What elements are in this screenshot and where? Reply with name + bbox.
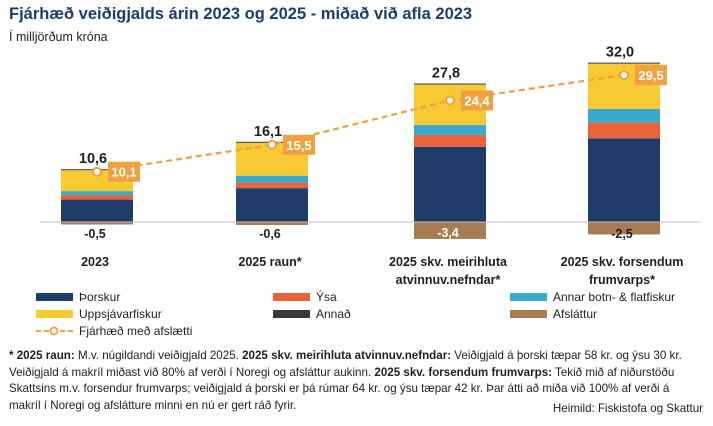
discount-label-1: -0,5 (84, 227, 106, 241)
legend-label-annar_botn: Annar botn- & flatfiskur (553, 290, 675, 304)
legend-swatch-line-marker (49, 326, 59, 336)
bar-afslattur-1 (61, 222, 133, 225)
legend-swatch-uppsjavar (36, 310, 73, 318)
category-label-4-line-2: frumvarps* (589, 273, 655, 287)
bar-annad-3 (414, 83, 486, 85)
total-label-4: 32,0 (606, 45, 634, 61)
line-label-2: 15,5 (286, 138, 311, 153)
line-point-2 (267, 139, 277, 150)
line-point-4 (619, 70, 629, 81)
line-layer (92, 70, 629, 177)
line-label-box-1 (108, 161, 140, 182)
bar-annar_botn-4 (588, 108, 660, 123)
line-series-fjarhaed (96, 74, 625, 173)
legend: Þorskur Ýsa Annar botn- & flatfiskur Uppsjá… (36, 289, 675, 338)
bar-ysa-1 (61, 195, 133, 200)
line-point-3 (445, 95, 455, 106)
legend-label-afslattur: Afsláttur (553, 307, 597, 321)
line-point-1 (92, 166, 102, 177)
bar-annad-4 (588, 62, 660, 64)
labels-layer: 10,1 15,5 24,4 29,5 10,6 -0,5 2023 16,1 -0,6 2025… (79, 45, 683, 287)
legend-label-line: Fjárhæð með afslætti (79, 324, 192, 338)
line-label-box-4 (635, 65, 667, 86)
note-2-heading: 2025 skv. meirihluta atvinnuv.nefndar: (242, 349, 452, 362)
note-1-heading: * 2025 raun: (9, 349, 75, 362)
discount-label-2: -0,6 (259, 227, 281, 241)
line-label-box-2 (283, 134, 315, 155)
legend-label-uppsjavar: Uppsjávarfiskur (79, 307, 162, 321)
legend-swatch-annad (273, 310, 310, 318)
bar-afslattur-4 (588, 222, 660, 235)
bar-annar_botn-2 (236, 175, 308, 183)
bars-layer (40, 62, 700, 239)
bar-thorskur-2 (236, 188, 308, 222)
chart-title: Fjárhæð veiðigjalds árin 2023 og 2025 - … (9, 5, 473, 23)
bar-thorskur-1 (61, 199, 133, 222)
category-label-4-line-1: 2025 skv. forsendum (561, 255, 684, 269)
legend-swatch-afslattur (510, 310, 547, 318)
bar-annar_botn-3 (414, 124, 486, 135)
legend-swatch-thorskur (36, 293, 73, 301)
line-label-1: 10,1 (111, 165, 136, 180)
legend-label-thorskur: Þorskur (79, 290, 120, 304)
footnotes: * 2025 raun: M.v. núgildandi veiðigjald … (9, 348, 703, 414)
note-3-text: Tekið mið af niðurstöðu Skattsins m.v. f… (9, 365, 675, 412)
bar-thorskur-4 (588, 138, 660, 222)
bar-ysa-2 (236, 182, 308, 189)
total-label-3: 27,8 (432, 66, 460, 82)
line-label-3: 24,4 (464, 93, 490, 108)
category-label-2: 2025 raun* (238, 255, 301, 269)
stacked-bar-chart: 10,1 15,5 24,4 29,5 10,6 -0,5 2023 16,1 -0,6 2025… (36, 45, 700, 338)
legend-swatch-ysa (273, 293, 310, 301)
bar-annar_botn-1 (61, 191, 133, 196)
legend-swatch-annar_botn (510, 293, 547, 301)
chart-subtitle: Í milljörðum króna (9, 30, 108, 44)
category-label-1: 2023 (81, 255, 109, 269)
legend-label-ysa: Ýsa (316, 289, 337, 304)
discount-label-4: -2,5 (611, 227, 633, 241)
total-label-2: 16,1 (254, 124, 282, 140)
legend-label-annad: Annað (316, 307, 351, 321)
line-label-box-3 (461, 90, 493, 111)
category-label-3-line-1: 2025 skv. meirihluta (389, 255, 508, 269)
bar-ysa-4 (588, 122, 660, 139)
bar-ysa-3 (414, 134, 486, 147)
category-label-3-line-2: atvinnuv.nefndar* (396, 273, 501, 287)
source-note: Heimild: Fiskistofa og Skattur (552, 402, 703, 415)
discount-label-3: -3,4 (437, 226, 459, 240)
note-3-heading: 2025 skv. forsendum frumvarps: (374, 365, 553, 379)
note-1-text: M.v. núgildandi veiðigjald 2025. (74, 349, 243, 362)
line-label-4: 29,5 (638, 68, 663, 83)
bar-afslattur-2 (236, 222, 308, 225)
note-2-text: Veiðigjald á þorski tæpar 58 kr. og ýsu … (9, 349, 682, 379)
bar-afslattur-3 (414, 222, 486, 239)
bar-thorskur-3 (414, 146, 486, 222)
total-label-1: 10,6 (79, 151, 107, 167)
